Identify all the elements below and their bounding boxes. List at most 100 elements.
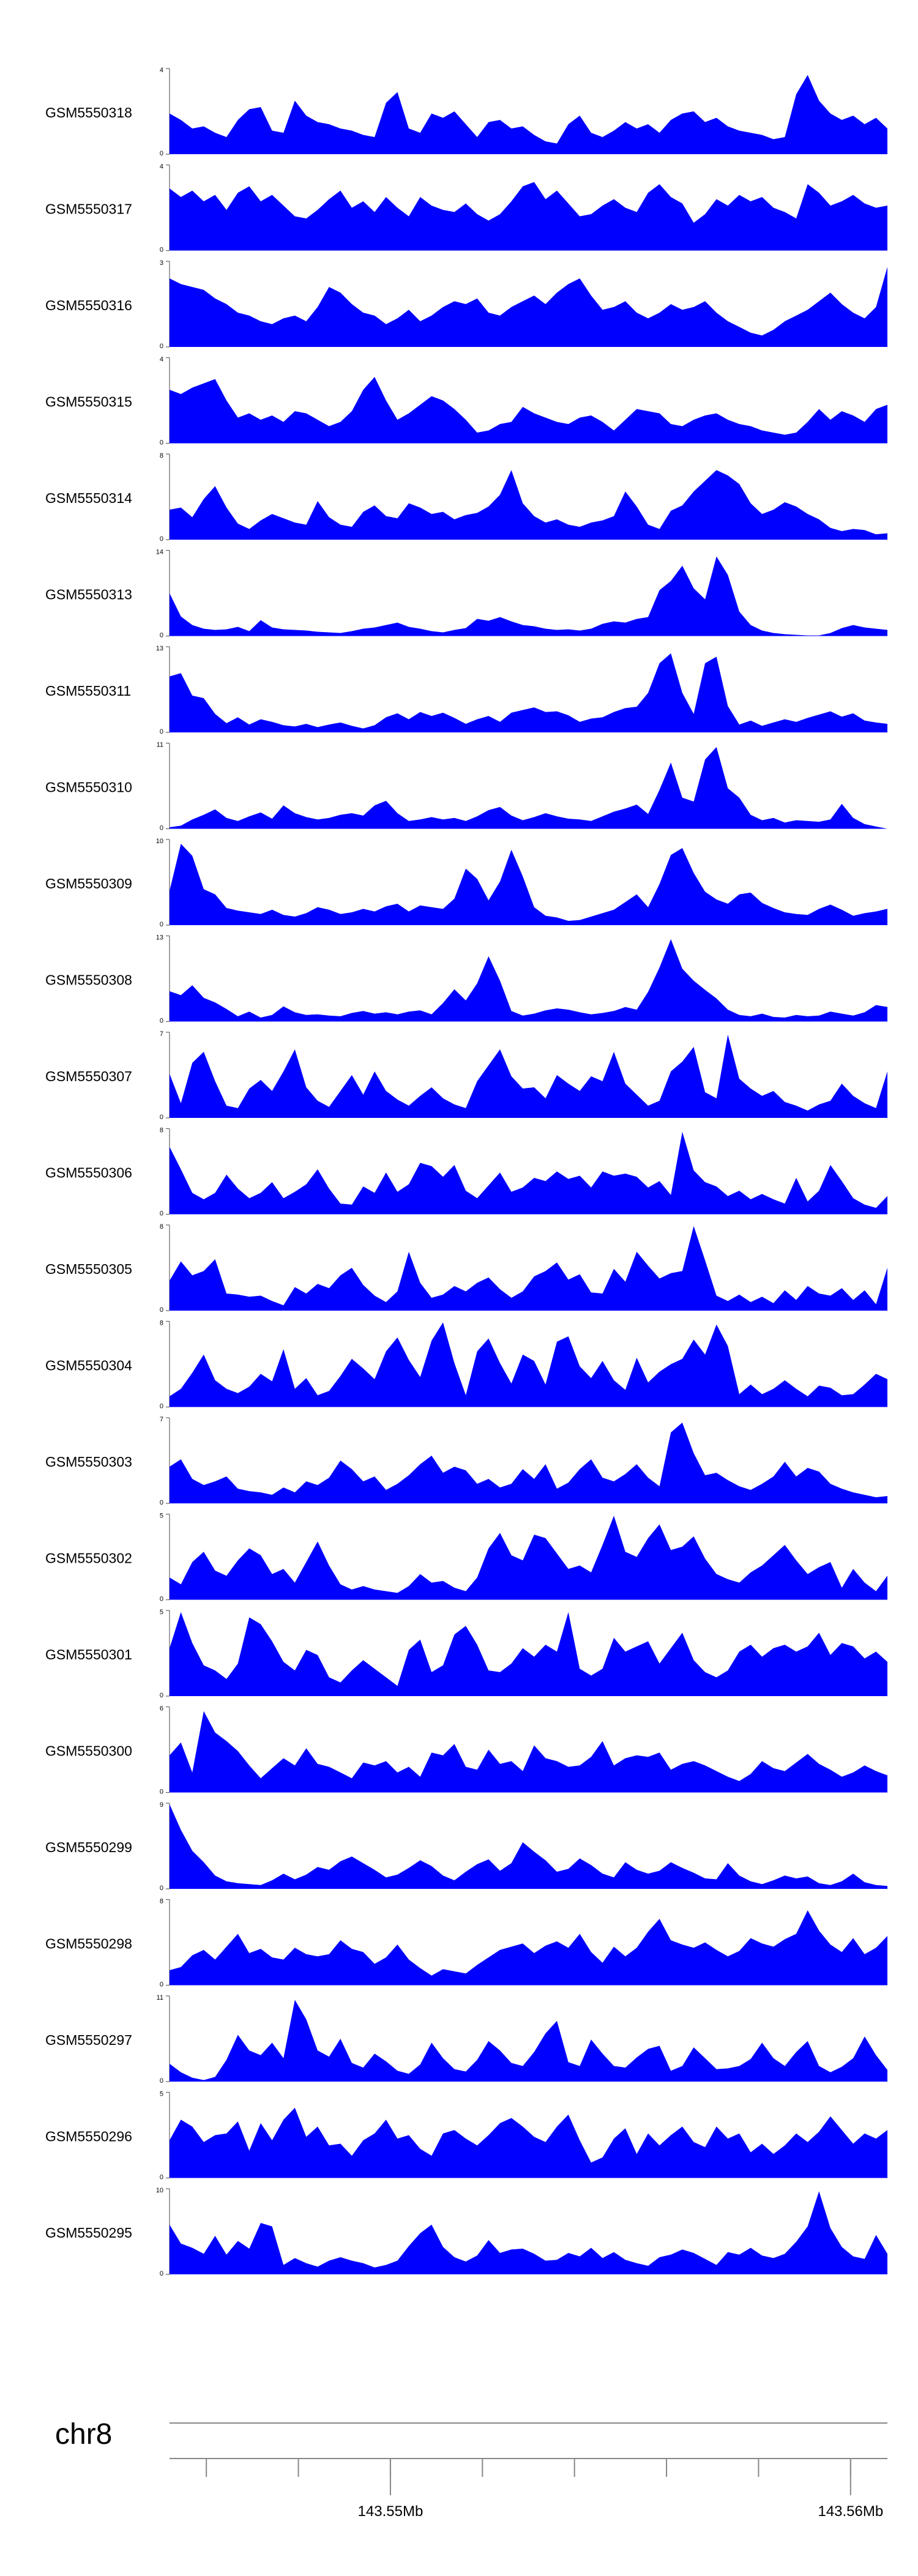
y-tick-label-zero: 0 bbox=[160, 1596, 163, 1603]
y-tick-label-zero: 0 bbox=[160, 1210, 163, 1218]
coverage-area bbox=[170, 2107, 887, 2178]
y-tick-label-max: 8 bbox=[160, 452, 163, 460]
track-label: GSM5550296 bbox=[45, 2129, 132, 2145]
track-GSM5550300: GSM5550300 6 0 bbox=[45, 1705, 887, 1796]
y-tick-label-max: 11 bbox=[157, 742, 163, 749]
coverage-area bbox=[170, 1804, 887, 1889]
y-tick-label-zero: 0 bbox=[160, 632, 163, 639]
coverage-area bbox=[170, 1035, 887, 1118]
y-tick-label-max: 4 bbox=[160, 67, 163, 74]
y-tick-label-max: 13 bbox=[156, 934, 163, 942]
coverage-area bbox=[170, 1910, 887, 1986]
track-label: GSM5550304 bbox=[45, 1358, 132, 1374]
track-GSM5550295: GSM5550295 10 0 bbox=[45, 2187, 887, 2277]
track-GSM5550308: GSM5550308 13 0 bbox=[45, 934, 887, 1025]
y-tick-label-max: 4 bbox=[160, 356, 163, 363]
track-label: GSM5550316 bbox=[45, 297, 132, 313]
track-GSM5550297: GSM5550297 11 0 bbox=[45, 1994, 887, 2085]
coverage-area bbox=[170, 2000, 887, 2082]
track-label: GSM5550305 bbox=[45, 1261, 132, 1277]
y-tick-label-zero: 0 bbox=[160, 343, 163, 350]
chromosome-label: chr8 bbox=[55, 2418, 112, 2451]
track-label: GSM5550307 bbox=[45, 1068, 132, 1084]
track-GSM5550306: GSM5550306 8 0 bbox=[45, 1127, 887, 1218]
track-GSM5550314: GSM5550314 8 0 bbox=[45, 452, 887, 543]
y-tick-label-zero: 0 bbox=[160, 2270, 163, 2277]
coverage-area bbox=[170, 470, 887, 540]
y-tick-label-max: 8 bbox=[160, 1898, 163, 1905]
coverage-area bbox=[170, 182, 887, 251]
track-label: GSM5550306 bbox=[45, 1165, 132, 1181]
track-label: GSM5550317 bbox=[45, 201, 132, 217]
track-label: GSM5550298 bbox=[45, 1936, 132, 1952]
track-label: GSM5550318 bbox=[45, 105, 132, 121]
coverage-area bbox=[170, 267, 887, 347]
y-tick-label-zero: 0 bbox=[160, 2174, 163, 2181]
track-GSM5550304: GSM5550304 8 0 bbox=[45, 1320, 887, 1410]
coverage-area bbox=[170, 1322, 887, 1407]
track-GSM5550307: GSM5550307 7 0 bbox=[45, 1030, 887, 1121]
track-GSM5550318: GSM5550318 4 0 bbox=[45, 67, 887, 157]
track-label: GSM5550310 bbox=[45, 780, 132, 795]
y-tick-label-zero: 0 bbox=[160, 1885, 163, 1892]
y-tick-label-max: 4 bbox=[160, 163, 163, 171]
genome-axis: chr8 143.55Mb 143.56Mb bbox=[55, 2418, 887, 2520]
y-tick-label-max: 9 bbox=[160, 1801, 163, 1809]
track-GSM5550305: GSM5550305 8 0 bbox=[45, 1223, 887, 1314]
y-tick-label-zero: 0 bbox=[160, 1018, 163, 1025]
track-label: GSM5550297 bbox=[45, 2032, 132, 2048]
coverage-area bbox=[170, 556, 887, 636]
coverage-area bbox=[170, 939, 887, 1022]
track-GSM5550298: GSM5550298 8 0 bbox=[45, 1898, 887, 1989]
coverage-tracks: GSM555031840GSM555031740GSM555031630GSM5… bbox=[45, 67, 887, 2277]
y-tick-label-zero: 0 bbox=[160, 1692, 163, 1699]
y-tick-label-max: 5 bbox=[160, 1513, 163, 1520]
y-tick-label-zero: 0 bbox=[160, 2077, 163, 2085]
y-tick-label-max: 8 bbox=[160, 1127, 163, 1134]
track-label: GSM5550303 bbox=[45, 1454, 132, 1470]
track-label: GSM5550311 bbox=[45, 683, 131, 699]
coverage-area bbox=[170, 1516, 887, 1600]
axis-coordinate-label: 143.55Mb bbox=[358, 2503, 424, 2520]
y-tick-label-zero: 0 bbox=[160, 1403, 163, 1410]
y-tick-label-max: 3 bbox=[160, 259, 163, 267]
track-GSM5550296: GSM5550296 5 0 bbox=[45, 2091, 887, 2181]
coverage-area bbox=[170, 377, 887, 444]
track-GSM5550316: GSM5550316 3 0 bbox=[45, 259, 887, 350]
coverage-area bbox=[170, 1711, 887, 1793]
track-GSM5550315: GSM5550315 4 0 bbox=[45, 356, 887, 447]
coverage-area bbox=[170, 653, 887, 732]
y-tick-label-max: 5 bbox=[160, 1609, 163, 1616]
track-GSM5550309: GSM5550309 10 0 bbox=[45, 838, 887, 928]
y-tick-label-max: 11 bbox=[157, 1994, 163, 2001]
track-label: GSM5550313 bbox=[45, 587, 132, 603]
track-GSM5550313: GSM5550313 14 0 bbox=[45, 549, 887, 639]
y-tick-label-zero: 0 bbox=[160, 247, 163, 254]
y-tick-label-zero: 0 bbox=[160, 1114, 163, 1121]
track-label: GSM5550299 bbox=[45, 1839, 132, 1855]
track-GSM5550299: GSM5550299 9 0 bbox=[45, 1801, 887, 1892]
coverage-area bbox=[170, 746, 887, 829]
coverage-area bbox=[170, 1131, 887, 1215]
coverage-area bbox=[170, 75, 887, 154]
y-tick-label-max: 8 bbox=[160, 1223, 163, 1230]
y-tick-label-zero: 0 bbox=[160, 439, 163, 447]
track-GSM5550303: GSM5550303 7 0 bbox=[45, 1416, 887, 1506]
coverage-area bbox=[170, 1612, 887, 1696]
track-label: GSM5550308 bbox=[45, 972, 132, 988]
track-label: GSM5550314 bbox=[45, 490, 132, 506]
track-GSM5550311: GSM5550311 13 0 bbox=[45, 645, 887, 735]
y-tick-label-zero: 0 bbox=[160, 825, 163, 832]
y-tick-label-max: 6 bbox=[160, 1705, 163, 1713]
track-label: GSM5550302 bbox=[45, 1550, 132, 1566]
y-tick-label-max: 7 bbox=[160, 1416, 163, 1423]
y-tick-label-zero: 0 bbox=[160, 1789, 163, 1796]
y-tick-label-max: 14 bbox=[156, 549, 163, 556]
axis-coordinate-label: 143.56Mb bbox=[818, 2503, 883, 2520]
y-tick-label-zero: 0 bbox=[160, 150, 163, 157]
track-GSM5550301: GSM5550301 5 0 bbox=[45, 1609, 887, 1699]
y-tick-label-max: 7 bbox=[160, 1030, 163, 1038]
track-GSM5550317: GSM5550317 4 0 bbox=[45, 163, 887, 254]
track-label: GSM5550300 bbox=[45, 1743, 132, 1759]
